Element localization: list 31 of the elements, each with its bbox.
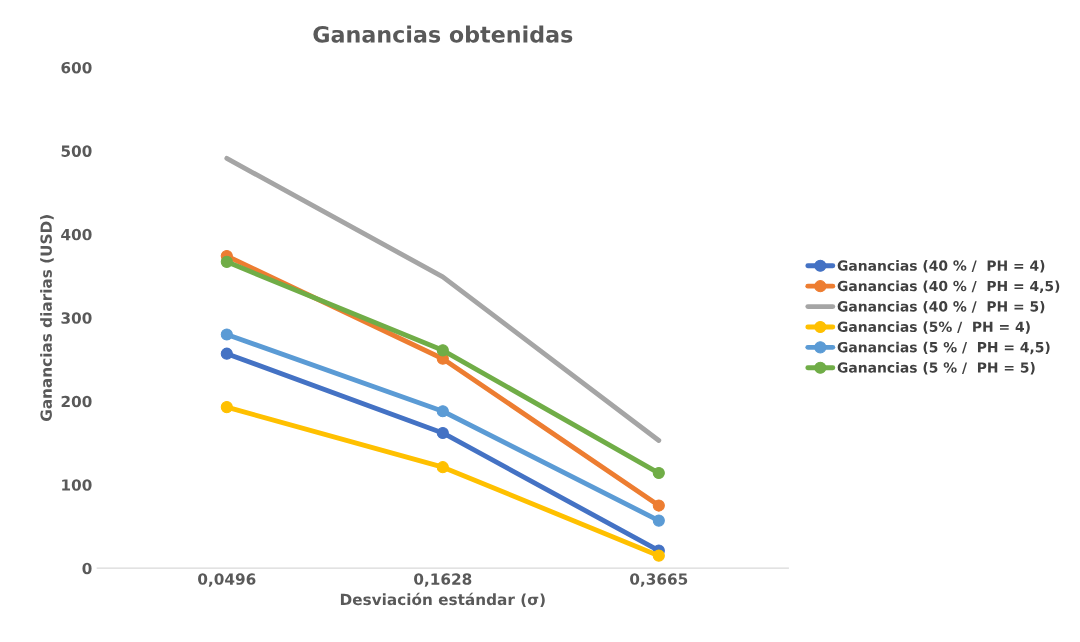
- y-tick-label: 200: [61, 395, 92, 408]
- x-tick-label: 0,0496: [198, 573, 256, 587]
- point: [652, 499, 665, 512]
- legend-label: Ganancias (40 % / PH = 4,5): [837, 280, 1060, 294]
- point: [652, 466, 665, 480]
- legend-label: Ganancias (40 % / PH = 4): [837, 260, 1045, 273]
- x-tick-label: 0,1628: [414, 573, 472, 587]
- y-tick-label: 0: [82, 562, 92, 575]
- point: [652, 549, 665, 562]
- y-tick-label: 500: [61, 145, 92, 157]
- y-axis-title: Ganancias diarias (USD): [40, 215, 54, 422]
- y-tick-label: 300: [61, 312, 92, 324]
- point: [220, 255, 233, 268]
- point: [436, 405, 449, 418]
- legend-label: Ganancias (5 % / PH = 5): [837, 362, 1035, 375]
- y-tick-label: 100: [62, 479, 92, 491]
- point: [436, 344, 449, 357]
- point: [436, 426, 449, 440]
- point: [220, 401, 233, 414]
- y-tick-label: 600: [61, 61, 92, 74]
- point: [220, 347, 233, 360]
- x-tick-label: 0,3665: [630, 573, 688, 587]
- point: [436, 461, 449, 474]
- legend-label: Ganancias (5% / PH = 4): [837, 321, 1030, 334]
- y-tick-label: 400: [61, 228, 92, 241]
- point: [652, 514, 665, 527]
- x-axis-title: Desviación estándar (σ): [340, 592, 545, 607]
- point: [220, 328, 233, 341]
- legend-label: Ganancias (5 % / PH = 4,5): [837, 341, 1050, 355]
- legend-label: Ganancias (40 % / PH = 5): [837, 300, 1045, 314]
- chart-title: Ganancias obtenidas: [313, 25, 573, 43]
